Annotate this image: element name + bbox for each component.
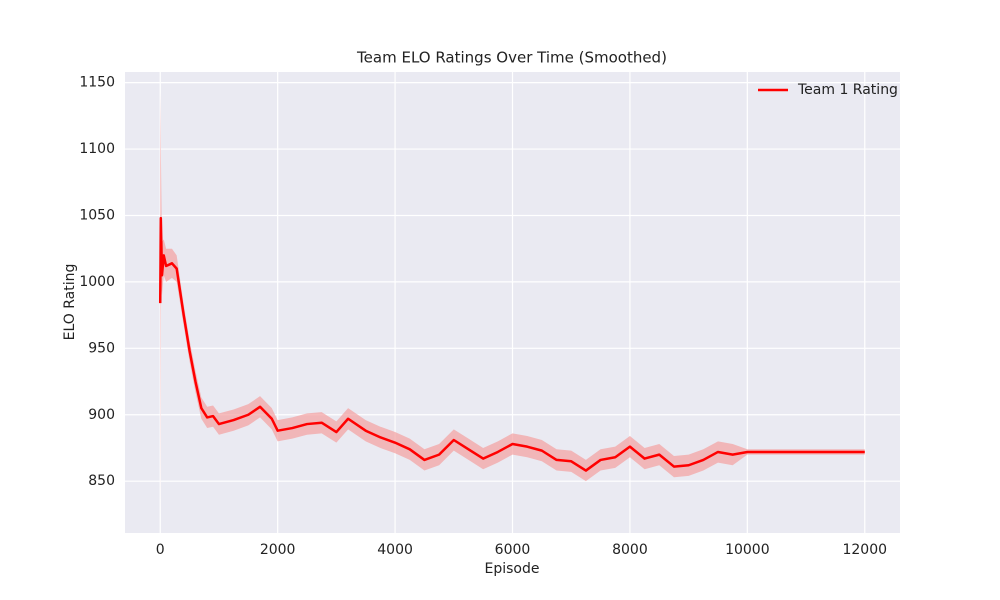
x-tick-label: 0 <box>156 542 165 558</box>
y-axis-label: ELO Rating <box>62 264 78 341</box>
x-tick-label: 8000 <box>612 542 648 558</box>
line <box>158 216 865 472</box>
x-axis-label: Episode <box>485 561 540 577</box>
chart-title: Team ELO Ratings Over Time (Smoothed) <box>356 49 667 67</box>
y-tick-label: 1000 <box>79 274 115 290</box>
x-tick-label: 6000 <box>495 542 531 558</box>
y-tick-label: 1100 <box>79 141 115 157</box>
y-tick-label: 1050 <box>79 207 115 223</box>
y-tick-label: 950 <box>88 340 115 356</box>
x-tick-label: 12000 <box>842 542 887 558</box>
x-tick-label: 2000 <box>260 542 296 558</box>
legend-label: Team 1 Rating <box>797 82 898 98</box>
x-tick-label: 10000 <box>725 542 770 558</box>
y-tick-label: 850 <box>88 473 115 489</box>
y-tick-label: 900 <box>88 407 115 423</box>
x-tick-label: 4000 <box>377 542 413 558</box>
y-tick-label: 1150 <box>79 75 115 91</box>
